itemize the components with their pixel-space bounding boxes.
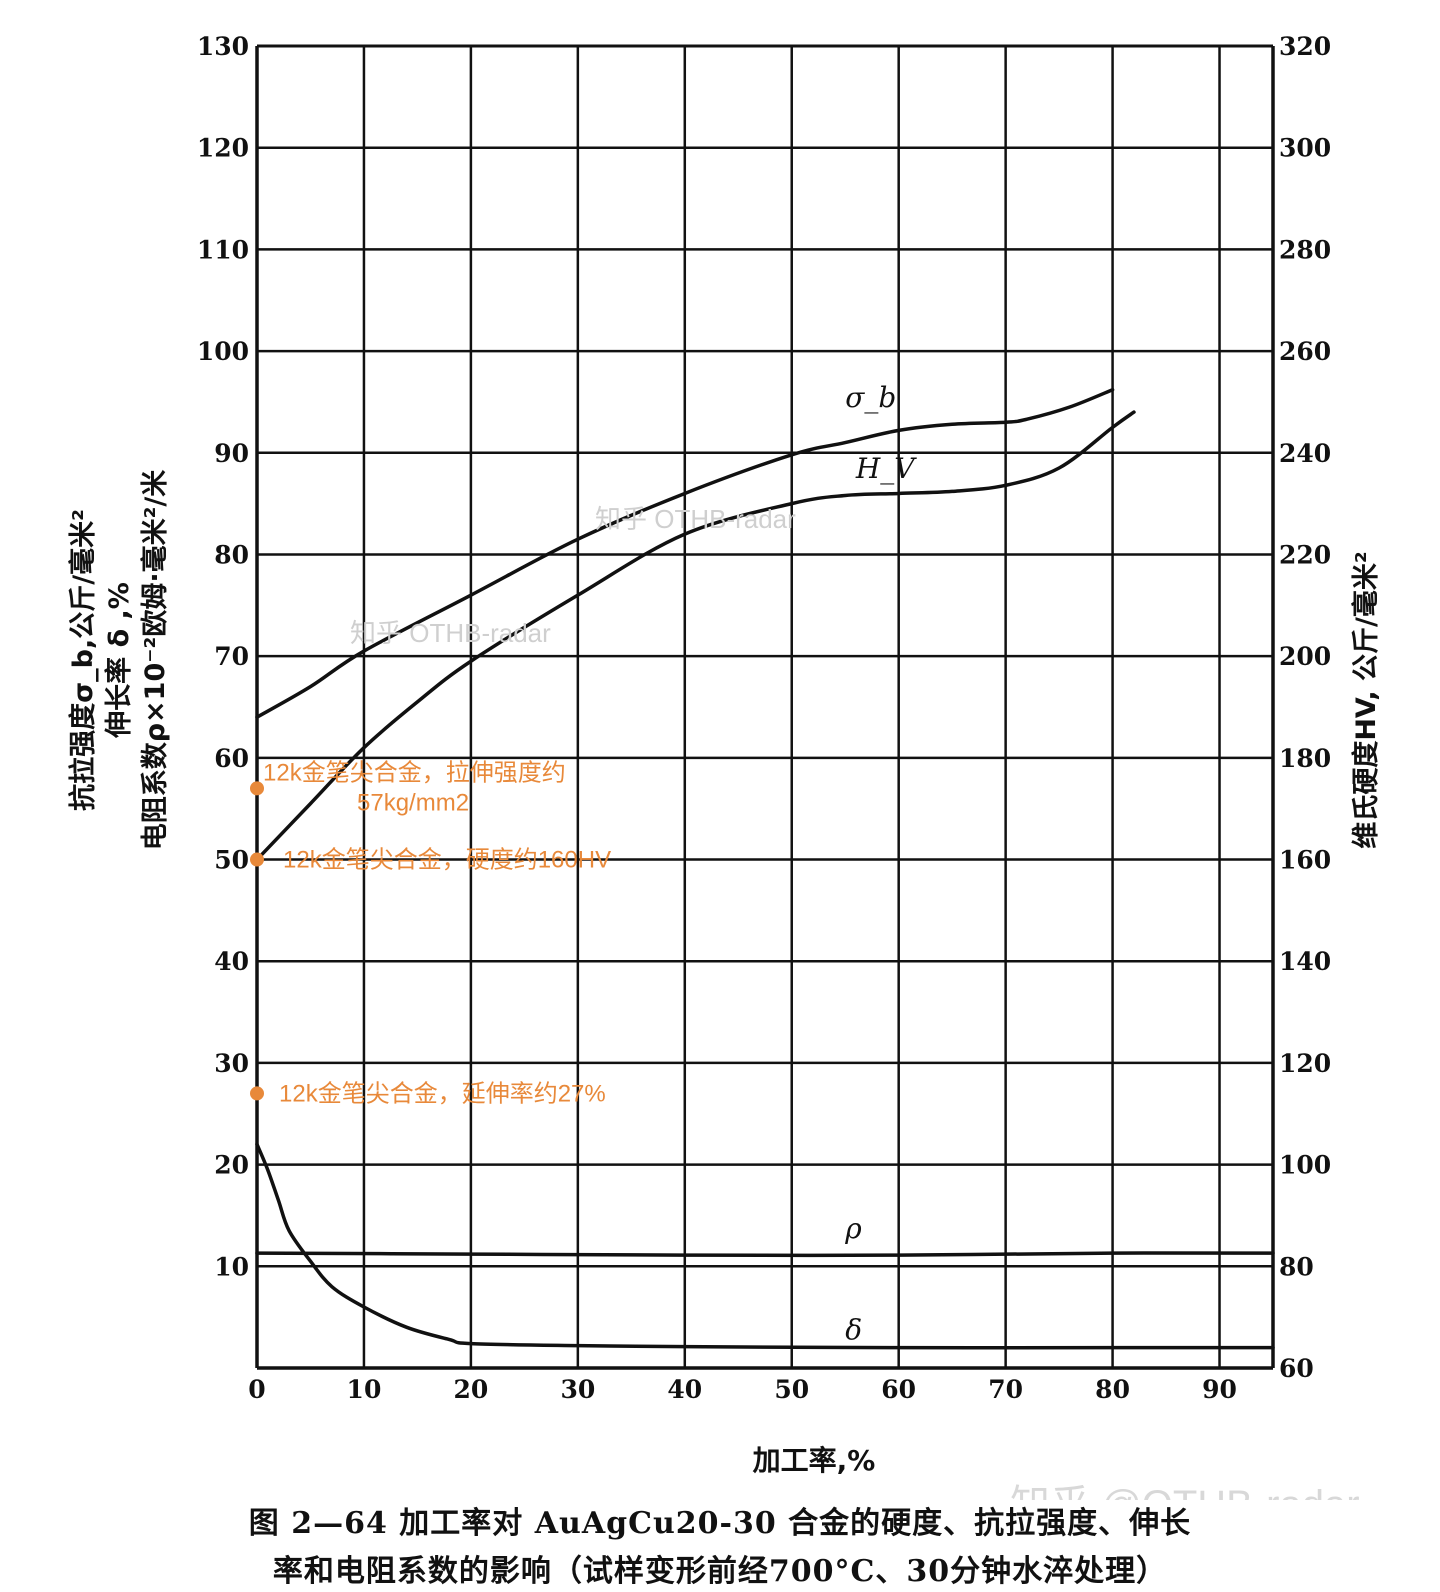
y-left-tick-label-100: 100 — [197, 337, 249, 366]
y-left-tick-label-90: 90 — [214, 439, 249, 468]
series-line-hv — [255, 410, 1136, 862]
y-right-tick-label-180: 180 — [1279, 744, 1331, 773]
annotation-text-1-2: 57kg/mm2 — [357, 789, 469, 816]
curve-label-sigma-b: σ_b — [845, 381, 896, 414]
y-right-tick-labels: 60 80 100 120 140 160 180 200 220 240 260 280 300 320 — [1279, 32, 1331, 1383]
y-left-tick-label-50: 50 — [214, 846, 249, 875]
chart: 0 10 20 30 40 50 60 70 80 90 10203040506070809010… — [67, 32, 1382, 1500]
annotation-text-1-1: 12k金笔尖合金，拉伸强度约 — [263, 759, 566, 786]
series-line-sigma-b — [255, 387, 1115, 719]
curves — [255, 387, 1275, 1350]
watermarks: 知乎 @OTHB-radar 知乎 OTHB-radar 知乎 OTHB-radar — [350, 504, 1360, 1500]
y-left-tick-label-80: 80 — [214, 540, 249, 569]
y-left-tick-label-70: 70 — [214, 642, 249, 671]
annotation-text-2-1: 12k金笔尖合金，硬度约160HV — [283, 847, 611, 874]
x-tick-label-40: 40 — [667, 1375, 702, 1404]
y-left-tick-label-60: 60 — [214, 744, 249, 773]
x-tick-labels: 0 10 20 30 40 50 60 70 80 90 — [248, 1375, 1237, 1404]
x-tick-label-80: 80 — [1095, 1375, 1130, 1404]
curve-labels: σ_b H_V ρ δ — [844, 381, 917, 1347]
y-right-tick-label-120: 120 — [1279, 1049, 1331, 1078]
y-right-tick-label-80: 80 — [1279, 1252, 1314, 1281]
y-left-label-line-3: 电阻系数ρ×10⁻²欧姆·毫米²/米 — [139, 470, 171, 851]
y-right-label: 维氏硬度HV, 公斤/毫米² — [1350, 551, 1382, 848]
y-right-tick-label-60: 60 — [1279, 1354, 1314, 1383]
x-tick-label-30: 30 — [560, 1375, 595, 1404]
annotation-marker-1 — [250, 781, 264, 796]
y-left-label-line-2: 伸长率 δ ,% — [103, 582, 135, 739]
x-tick-label-60: 60 — [881, 1375, 916, 1404]
x-tick-label-10: 10 — [347, 1375, 382, 1404]
annotation-text-3-1: 12k金笔尖合金，延伸率约27% — [279, 1080, 606, 1107]
y-left-tick-label-130: 130 — [197, 32, 249, 61]
x-tick-label-90: 90 — [1202, 1375, 1237, 1404]
y-right-tick-label-260: 260 — [1279, 337, 1331, 366]
y-left-tick-label-20: 20 — [214, 1151, 249, 1180]
caption-line-1: 图 2—64 加工率对 AuAgCu20-30 合金的硬度、抗拉强度、伸长 — [248, 1506, 1192, 1541]
y-left-tick-label-30: 30 — [214, 1049, 249, 1078]
series-line-delta — [255, 1142, 1275, 1350]
y-left-label-line-1: 抗拉强度σ_b,公斤/毫米² — [67, 509, 99, 811]
watermark-2: 知乎 OTHB-radar — [595, 504, 796, 534]
x-tick-label-0: 0 — [248, 1375, 265, 1404]
curve-label-delta: δ — [845, 1314, 862, 1347]
y-right-axis-label: 维氏硬度HV, 公斤/毫米² — [1350, 551, 1382, 848]
y-right-tick-label-220: 220 — [1279, 540, 1331, 569]
y-left-tick-label-110: 110 — [197, 235, 249, 264]
y-right-tick-label-200: 200 — [1279, 642, 1331, 671]
annotations: 12k金笔尖合金，拉伸强度约 57kg/mm2 12k金笔尖合金，硬度约160HV 1… — [250, 759, 611, 1107]
y-right-tick-label-140: 140 — [1279, 947, 1331, 976]
y-right-tick-label-320: 320 — [1279, 32, 1331, 61]
y-left-tick-label-40: 40 — [214, 947, 249, 976]
curve-label-hv: H_V — [855, 452, 917, 485]
annotation-marker-3 — [250, 1086, 264, 1101]
watermark-1: 知乎 @OTHB-radar — [1010, 1483, 1360, 1500]
y-left-tick-labels: 10 20 30 40 50 60 70 80 90 100 110 120 130 — [197, 32, 249, 1281]
x-tick-label-20: 20 — [453, 1375, 488, 1404]
y-right-tick-label-280: 280 — [1279, 235, 1331, 264]
y-left-axis-label: 抗拉强度σ_b,公斤/毫米² 伸长率 δ ,% 电阻系数ρ×10⁻²欧姆·毫米²… — [67, 470, 171, 851]
x-tick-label-50: 50 — [774, 1375, 809, 1404]
x-tick-label-70: 70 — [988, 1375, 1023, 1404]
y-left-tick-label-120: 120 — [197, 134, 249, 163]
x-axis-label: 加工率,% — [753, 1444, 876, 1477]
watermark-3: 知乎 OTHB-radar — [350, 618, 551, 648]
y-right-tick-label-240: 240 — [1279, 439, 1331, 468]
y-right-tick-label-300: 300 — [1279, 134, 1331, 163]
series-line-rho — [255, 1251, 1275, 1258]
annotation-marker-2 — [250, 852, 264, 867]
y-right-tick-label-100: 100 — [1279, 1151, 1331, 1180]
y-left-tick-label-10: 10 — [214, 1252, 249, 1281]
caption-line-2: 率和电阻系数的影响（试样变形前经700°C、30分钟水淬处理） — [272, 1554, 1168, 1589]
y-right-tick-label-160: 160 — [1279, 846, 1331, 875]
curve-label-rho: ρ — [844, 1212, 862, 1245]
